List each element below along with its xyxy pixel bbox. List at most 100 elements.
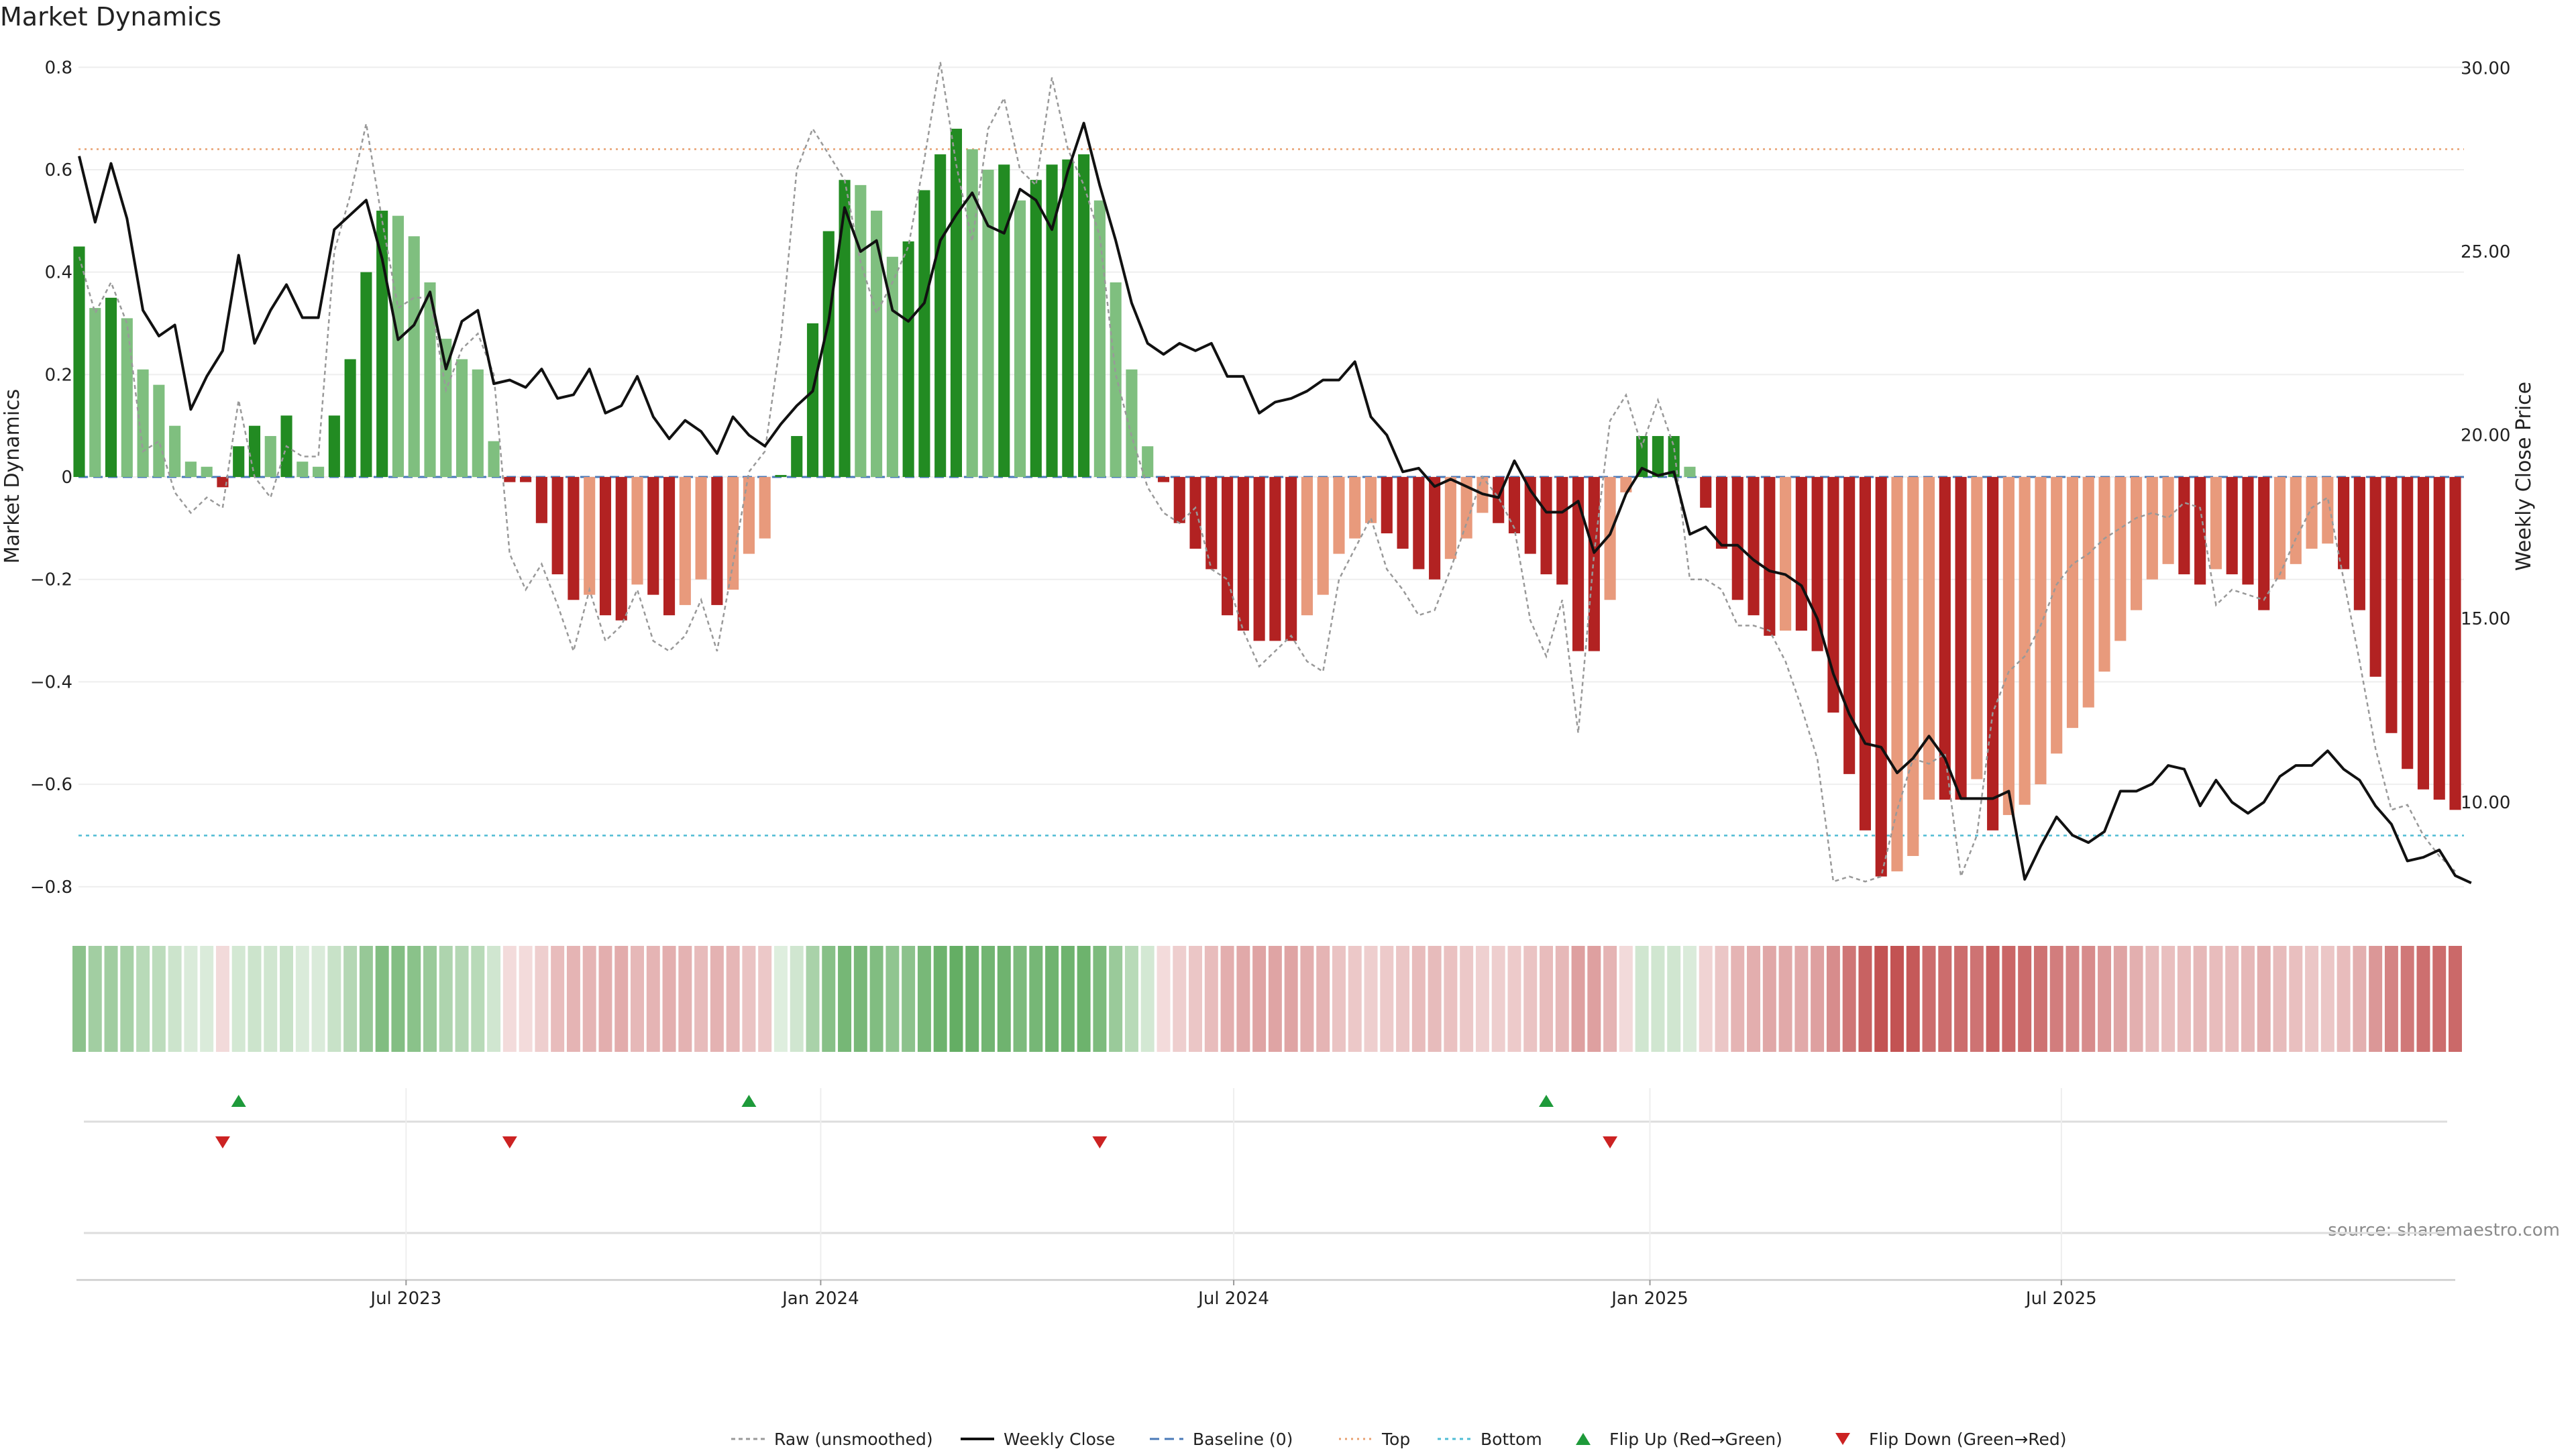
bar [455,359,468,478]
y-tick-label: 0.4 [45,263,72,283]
heat-cell [566,946,580,1052]
x-tick-label: Jul 2024 [1197,1289,1269,1309]
bar [1014,200,1026,478]
legend-label: Weekly Close [1004,1430,1115,1449]
heat-cell [375,946,389,1052]
bar [568,477,580,600]
y-tick-label: 0.8 [45,58,72,78]
bar [89,308,101,478]
bar [535,477,547,523]
bar [2338,477,2350,570]
bar [1748,477,1760,616]
heat-cell [439,946,453,1052]
heat-cell [2369,946,2383,1052]
heat-cell [136,946,150,1052]
heat-cell [1874,946,1888,1052]
x-tick-label: Jan 2025 [1610,1289,1688,1309]
heat-cell [1603,946,1617,1052]
bar [599,477,612,616]
bar-series [73,128,2461,877]
y-tick-label: −0.4 [30,672,72,692]
heat-cell [471,946,485,1052]
bar [1795,477,1807,631]
heat-cell [1491,946,1505,1052]
bar [871,211,883,478]
bar [1700,477,1712,508]
y-axis-title-right: Weekly Close Price [2512,382,2536,571]
heat-cell [1236,946,1250,1052]
heat-cell [1332,946,1346,1052]
bar [982,169,994,478]
heat-cell [773,946,788,1052]
bar [1620,477,1632,492]
y-tick-label-right: 30.00 [2461,58,2510,78]
heat-cell [1571,946,1585,1052]
bar [1444,477,1456,559]
heat-cell [2449,946,2462,1052]
bar [743,477,755,554]
bar [631,477,643,585]
flip-down-marker [1603,1136,1618,1148]
bar [1604,477,1616,600]
bar [1939,477,1951,800]
bar [2210,477,2222,570]
heat-cell [1300,946,1314,1052]
bar [1859,477,1872,830]
bar [201,466,213,478]
bar [1955,477,1967,800]
legend-item-top: Top [1339,1430,1410,1449]
heat-cell [1124,946,1138,1052]
bar [2306,477,2318,549]
heat-cell [248,946,262,1052]
heat-cell [2384,946,2398,1052]
bar [1923,477,1935,800]
y-axis-title-left: Market Dynamics [1,389,24,564]
heat-cell [1682,946,1697,1052]
bar [902,241,914,478]
bar [1413,477,1425,570]
bar [2242,477,2254,585]
heat-cell [1268,946,1282,1052]
heat-cell [551,946,565,1052]
heat-cell [120,946,134,1052]
heat-cell [838,946,852,1052]
bar [1572,477,1585,651]
legend-swatch [1835,1433,1850,1445]
bar [647,477,659,595]
heat-cell [88,946,102,1052]
bar [297,462,309,478]
heat-cell [2065,946,2080,1052]
bar [1189,477,1201,549]
heat-cell [231,946,246,1052]
heat-cell [1444,946,1458,1052]
heat-cell [1220,946,1234,1052]
heat-cell [311,946,325,1052]
heat-cell [1715,946,1729,1052]
bar [1715,477,1728,549]
source-label: source: sharemaestro.com [2328,1220,2560,1240]
heat-cell [981,946,995,1052]
heat-cell [200,946,214,1052]
heat-cell [997,946,1011,1052]
bar [950,128,963,478]
bar [1364,477,1377,523]
heat-cell [1826,946,1840,1052]
bar [264,435,276,478]
bar [2273,477,2286,580]
heat-cell [1093,946,1107,1052]
bar [727,477,739,590]
legend-label: Flip Up (Red→Green) [1609,1430,1782,1449]
heat-cell [1667,946,1681,1052]
heat-cell [2353,946,2367,1052]
bar [121,318,133,478]
heat-cell [1189,946,1203,1052]
bar [1381,477,1393,534]
heat-cell [1045,946,1059,1052]
bar [1046,164,1058,478]
heat-cell [678,946,692,1052]
heat-cell [662,946,676,1052]
bar [1397,477,1409,549]
y-tick-label-right: 25.00 [2461,242,2510,262]
legend: Raw (unsmoothed) Weekly Close Baseline (0)… [731,1430,2067,1449]
bar [1843,477,1856,774]
